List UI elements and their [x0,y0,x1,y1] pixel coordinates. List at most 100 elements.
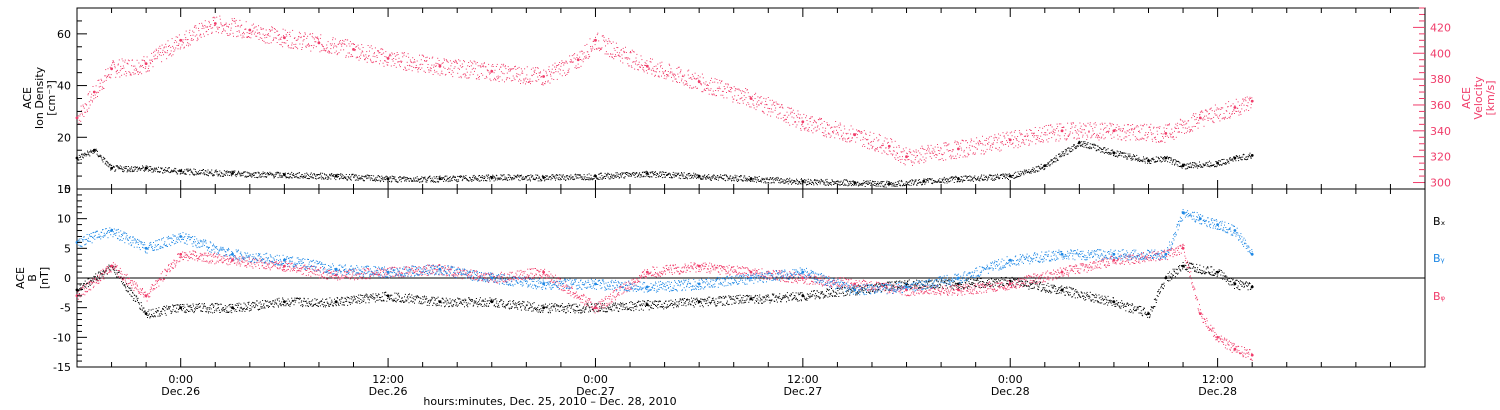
density-trace [1146,158,1148,159]
velocity-trace [985,151,987,153]
density-trace [262,171,264,173]
velocity-trace [941,158,943,160]
velocity-trace [320,34,322,36]
velocity-trace [334,43,335,45]
velocity-trace [842,139,844,141]
density-trace [1085,146,1087,148]
density-trace [1034,171,1036,173]
velocity-trace [154,54,156,56]
velocity-trace [359,48,361,50]
density-trace [461,180,463,182]
density-trace [253,174,255,176]
velocity-trace [86,109,88,111]
velocity-trace [302,43,304,45]
density-trace [758,176,760,177]
velocity-trace [505,68,507,70]
velocity-trace [1095,124,1097,126]
velocity-trace [375,60,377,62]
velocity-trace [84,103,86,105]
velocity-trace [81,112,83,114]
density-trace [546,175,548,177]
velocity-trace [748,95,750,97]
density-trace [624,176,626,178]
density-trace [739,176,741,178]
velocity-trace [574,67,576,69]
density-trace [938,181,940,183]
velocity-trace [182,39,184,41]
velocity-trace [1203,125,1205,127]
velocity-trace [235,19,237,21]
velocity-trace [920,147,922,149]
density-trace [661,173,663,175]
velocity-trace [894,140,896,142]
velocity-trace [218,27,220,28]
velocity-trace [122,60,124,62]
velocity-trace [148,65,150,67]
velocity-trace [750,106,752,108]
velocity-trace [429,67,431,69]
velocity-trace [1219,115,1220,117]
velocity-trace [999,134,1001,136]
velocity-trace [1201,118,1203,120]
velocity-trace [1108,128,1110,130]
velocity-trace [485,75,487,77]
velocity-trace [890,153,892,155]
density-trace [877,181,879,183]
density-trace [318,177,320,179]
density-trace [988,177,990,178]
density-trace [954,176,956,178]
velocity-trace [348,56,350,58]
velocity-trace [544,83,546,85]
velocity-trace [439,74,441,76]
velocity-trace [263,28,264,30]
density-trace [664,172,666,174]
velocity-trace [454,59,456,61]
density-trace [773,181,775,183]
density-trace [279,172,281,174]
velocity-trace [220,22,222,24]
density-trace [252,173,254,175]
density-trace [575,175,577,177]
velocity-trace [158,50,159,52]
density-trace [1109,152,1111,153]
velocity-trace [473,67,475,69]
density-trace [822,180,824,182]
velocity-trace [313,44,315,46]
velocity-trace [513,68,515,70]
density-trace [223,170,225,172]
velocity-trace [97,96,98,97]
density-trace [1024,172,1026,174]
velocity-trace [276,30,278,32]
velocity-trace [655,65,657,67]
density-trace [340,173,342,175]
velocity-trace [1251,100,1253,102]
density-trace [369,179,371,181]
density-trace [457,179,459,181]
density-trace [1098,149,1100,151]
density-trace [468,180,470,182]
velocity-trace [298,36,300,38]
density-trace [696,175,698,177]
velocity-trace [1115,127,1117,128]
density-trace [232,171,234,173]
density-trace [233,171,234,173]
velocity-trace [666,74,668,76]
velocity-trace [655,74,656,76]
velocity-trace [506,77,508,79]
density-trace [156,167,158,169]
density-trace [985,175,987,177]
density-trace [1170,159,1172,161]
velocity-trace [488,63,490,65]
velocity-trace [876,137,878,139]
velocity-trace [1211,110,1213,112]
velocity-trace [411,65,413,67]
velocity-trace [877,147,878,149]
velocity-trace [203,33,204,35]
density-trace [799,183,801,185]
density-trace [419,181,420,183]
density-trace [486,175,488,177]
density-trace [642,171,644,173]
velocity-trace [431,57,433,59]
density-trace [444,179,445,180]
velocity-trace [445,73,447,75]
